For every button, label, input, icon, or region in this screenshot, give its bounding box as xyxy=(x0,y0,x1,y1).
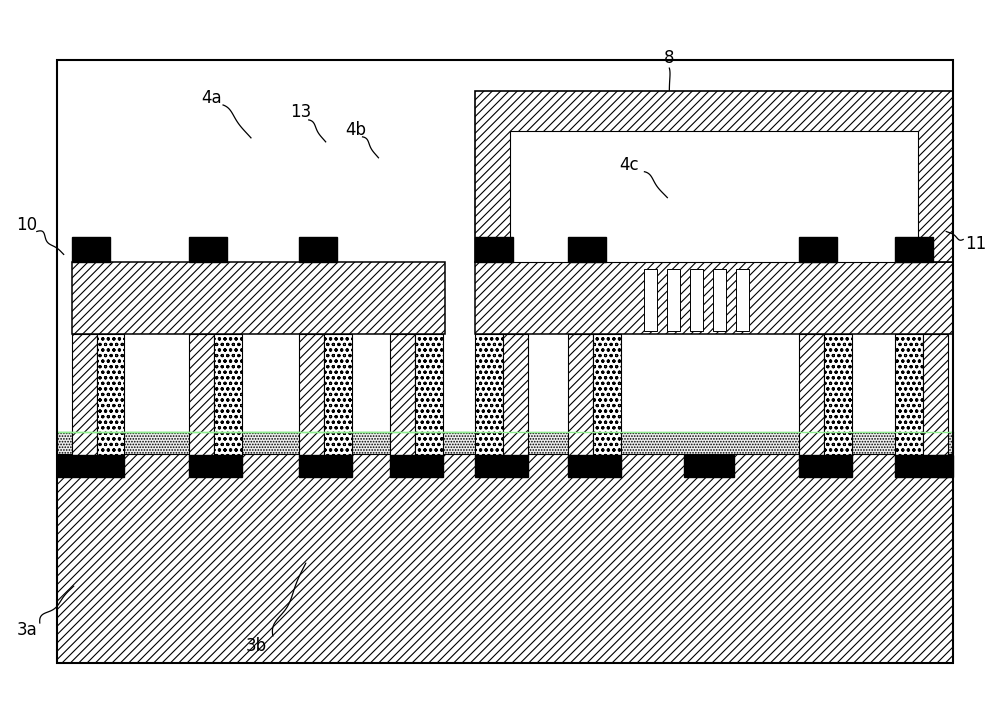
Bar xyxy=(299,237,337,262)
Bar xyxy=(503,334,528,456)
Bar xyxy=(895,334,923,456)
Text: 10: 10 xyxy=(16,216,37,234)
Bar xyxy=(390,334,415,456)
Bar xyxy=(923,334,948,456)
Bar xyxy=(568,237,606,262)
Bar xyxy=(799,237,837,262)
Bar xyxy=(736,270,749,331)
Bar xyxy=(57,431,953,454)
Bar xyxy=(189,237,227,262)
Bar xyxy=(824,334,852,456)
Bar xyxy=(684,454,734,477)
Bar xyxy=(510,131,918,262)
Text: 3a: 3a xyxy=(16,621,37,639)
Bar xyxy=(189,334,214,456)
Bar xyxy=(799,334,824,456)
Bar xyxy=(415,334,443,456)
Bar xyxy=(713,270,726,331)
Bar xyxy=(72,454,124,477)
Bar xyxy=(299,334,324,456)
Bar xyxy=(97,334,124,456)
Text: 4c: 4c xyxy=(620,156,639,174)
Bar xyxy=(475,454,528,477)
Text: 4a: 4a xyxy=(201,89,221,107)
Bar xyxy=(475,262,953,334)
Bar xyxy=(895,237,933,262)
Bar xyxy=(667,270,680,331)
Bar xyxy=(568,334,593,456)
Bar xyxy=(72,237,110,262)
Bar xyxy=(568,454,621,477)
Text: 13: 13 xyxy=(290,103,311,121)
Bar xyxy=(57,454,72,477)
Bar xyxy=(214,334,242,456)
Text: 8: 8 xyxy=(664,49,675,67)
Bar xyxy=(475,237,513,262)
Bar xyxy=(57,454,953,663)
Text: 3b: 3b xyxy=(245,637,267,655)
Text: 11: 11 xyxy=(966,235,987,253)
Bar xyxy=(475,91,953,262)
Bar xyxy=(895,454,948,477)
Bar xyxy=(189,454,242,477)
Bar xyxy=(57,60,953,663)
Bar xyxy=(799,454,852,477)
Bar xyxy=(475,334,503,456)
Bar xyxy=(938,454,953,477)
Bar xyxy=(690,270,703,331)
Bar xyxy=(72,334,97,456)
Bar xyxy=(593,334,621,456)
Bar xyxy=(390,454,443,477)
Bar xyxy=(72,262,445,334)
Bar xyxy=(644,270,657,331)
Text: 4b: 4b xyxy=(345,121,366,139)
Bar xyxy=(324,334,352,456)
Bar xyxy=(299,454,352,477)
